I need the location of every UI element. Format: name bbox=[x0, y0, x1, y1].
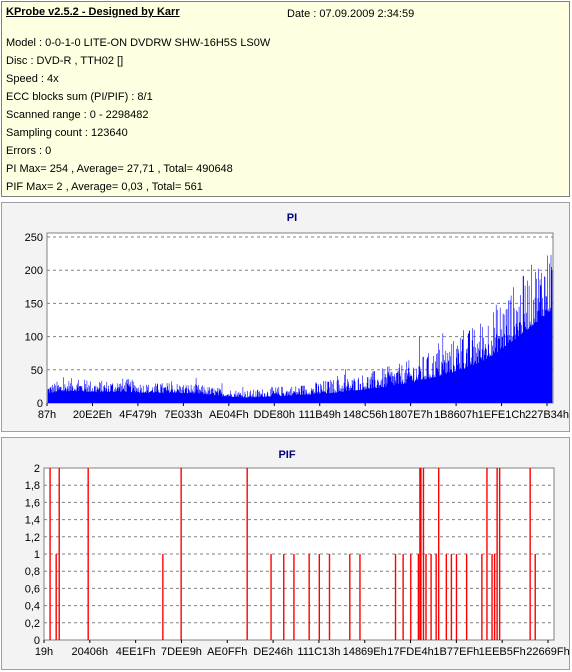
pi-xtick-label: 148C56h bbox=[343, 409, 388, 421]
pi-xtick-label: DDE80h bbox=[253, 409, 295, 421]
pi-xtick-label: 4F479h bbox=[119, 409, 156, 421]
info-pif-summary: PIF Max= 2 , Average= 0,03 , Total= 561 bbox=[6, 181, 203, 193]
info-sampling: Sampling count : 123640 bbox=[6, 127, 128, 139]
pi-ytick-label: 150 bbox=[25, 298, 43, 310]
pi-xtick-label: 1B8607h bbox=[434, 409, 478, 421]
pi-chart-title: PI bbox=[287, 212, 297, 224]
pif-xtick-label: 111C13h bbox=[297, 646, 340, 658]
pif-chart-panel: PIF 0 0,2 0,4 0,6 0,8 1 1,2 1,4 1,6 1,8 2 19h 20406… bbox=[1, 437, 570, 670]
info-model: Model : 0-0-1-0 LITE-ON DVDRW SHW-16H5S … bbox=[6, 37, 271, 49]
info-disc: Disc : DVD-R , TTH02 [] bbox=[6, 55, 124, 67]
pif-xtick-label: DE246h bbox=[253, 646, 293, 658]
pif-xtick-label: 14869Eh bbox=[343, 646, 387, 658]
pif-ytick-label: 0,8 bbox=[25, 566, 40, 578]
pif-xtick-label: 20406h bbox=[71, 646, 108, 658]
pif-xtick-label: 17FDE4h bbox=[387, 646, 433, 658]
pi-series-bars bbox=[47, 254, 553, 403]
pif-ytick-label: 1,4 bbox=[25, 515, 40, 527]
pif-ytick-label: 1,6 bbox=[25, 497, 40, 509]
info-pi-summary: PI Max= 254 , Average= 27,71 , Total= 49… bbox=[6, 163, 233, 175]
pi-xtick-label: 111B49h bbox=[299, 409, 341, 421]
pi-xtick-label: AE04Fh bbox=[209, 409, 249, 421]
info-list: Model : 0-0-1-0 LITE-ON DVDRW SHW-16H5S … bbox=[6, 34, 270, 196]
pi-ytick-label: 0 bbox=[37, 398, 43, 410]
pi-chart-panel: PI 0 50 100 150 200 250 87h 20E2Eh 4F479h 7E033h… bbox=[1, 202, 570, 432]
pif-ytick-label: 0,4 bbox=[25, 601, 40, 613]
pif-ytick-label: 0,6 bbox=[25, 583, 40, 595]
info-errors: Errors : 0 bbox=[6, 145, 52, 157]
pif-ytick-label: 1,2 bbox=[25, 532, 40, 544]
scan-date: Date : 07.09.2009 2:34:59 bbox=[287, 8, 415, 20]
pif-xtick-label: AE0FFh bbox=[207, 646, 247, 658]
pif-ytick-label: 2 bbox=[34, 463, 40, 475]
pi-xtick-label: 7E033h bbox=[164, 409, 202, 421]
pi-xtick-label: 227B34h bbox=[525, 409, 569, 421]
pif-chart: PIF 0 0,2 0,4 0,6 0,8 1 1,2 1,4 1,6 1,8 2 19h 20406… bbox=[25, 449, 569, 658]
info-speed: Speed : 4x bbox=[6, 73, 59, 85]
pi-xtick-label: 87h bbox=[38, 409, 56, 421]
pif-ytick-label: 1,8 bbox=[25, 480, 40, 492]
pi-ytick-label: 100 bbox=[25, 332, 43, 344]
pif-ytick-label: 0 bbox=[34, 635, 40, 647]
pif-xtick-label: 22669Fh bbox=[526, 646, 569, 658]
pi-ytick-label: 250 bbox=[25, 232, 43, 244]
pif-xtick-label: 1B77EFh bbox=[433, 646, 479, 658]
pi-ytick-label: 50 bbox=[31, 365, 43, 377]
pi-ytick-label: 200 bbox=[25, 265, 43, 277]
pif-chart-title: PIF bbox=[278, 449, 295, 461]
info-panel: KProbe v2.5.2 - Designed by Karr Date : … bbox=[1, 1, 570, 197]
pi-xtick-label: 1EFE1Ch bbox=[478, 409, 526, 421]
pif-xtick-label: 1EEB5Fh bbox=[479, 646, 526, 658]
pif-xtick-label: 19h bbox=[35, 646, 53, 658]
info-range: Scanned range : 0 - 2298482 bbox=[6, 109, 149, 121]
info-ecc: ECC blocks sum (PI/PIF) : 8/1 bbox=[6, 91, 153, 103]
pi-xtick-label: 20E2Eh bbox=[73, 409, 112, 421]
pif-ytick-label: 1 bbox=[34, 549, 40, 561]
pif-xtick-label: 4EE1Fh bbox=[116, 646, 156, 658]
pi-chart: PI 0 50 100 150 200 250 87h 20E2Eh 4F479h 7E033h… bbox=[25, 212, 569, 421]
app-title: KProbe v2.5.2 - Designed by Karr bbox=[6, 6, 180, 18]
pi-xtick-label: 1807E7h bbox=[389, 409, 433, 421]
pif-ytick-label: 0,2 bbox=[25, 618, 40, 630]
pif-xtick-label: 7DEE9h bbox=[161, 646, 202, 658]
